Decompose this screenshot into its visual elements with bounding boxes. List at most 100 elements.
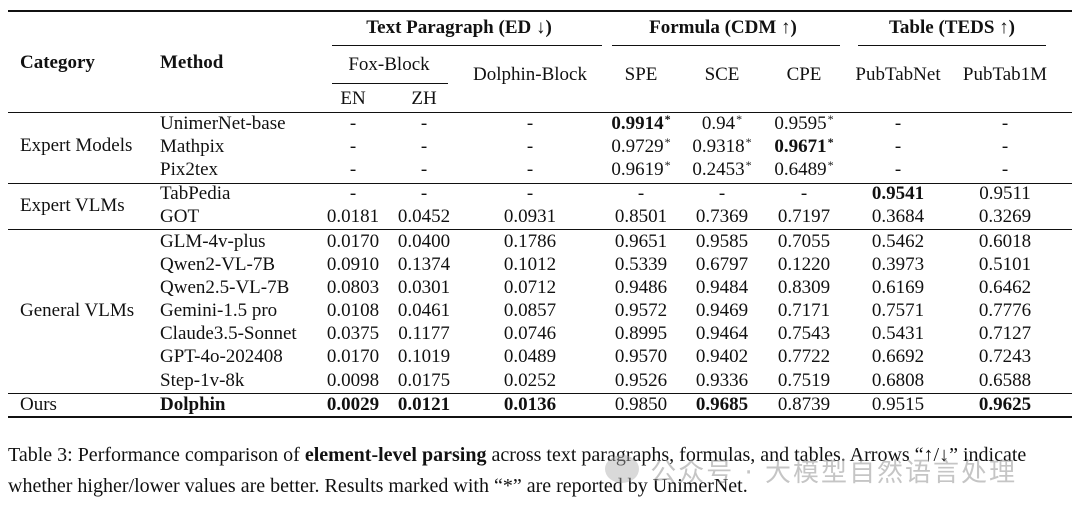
table-cell: 0.7197 — [777, 206, 831, 227]
table-cell: 0.9469 — [695, 300, 749, 321]
table-cell: 0.9526 — [614, 370, 668, 391]
general-vlms-rule — [8, 229, 1072, 230]
text-group-underline — [332, 45, 602, 46]
table-cell: 0.9402 — [695, 346, 749, 367]
table-cell: 0.7243 — [978, 346, 1032, 367]
table-cell: 0.9671* — [774, 135, 834, 157]
asterisk-mark: * — [827, 135, 834, 149]
table-cell: 0.0461 — [397, 300, 451, 321]
table-cell: 0.6169 — [871, 277, 925, 298]
asterisk-mark: * — [736, 112, 743, 126]
table-cell: - — [526, 159, 534, 180]
table-cell: - — [349, 159, 357, 180]
table-cell: - — [800, 183, 808, 204]
table-cell: 0.5339 — [614, 254, 668, 275]
table-cell: 0.9515 — [871, 394, 925, 415]
header-sce: SCE — [704, 64, 740, 85]
watermark-text: 公众号 · 大模型自然语言处理 — [650, 458, 1018, 488]
row-method: GOT — [160, 206, 200, 227]
header-zh: ZH — [411, 88, 437, 109]
table-cell: - — [637, 183, 645, 204]
row-method: Dolphin — [160, 394, 226, 415]
asterisk-mark: * — [745, 158, 752, 172]
table-cell: 0.9585 — [695, 231, 749, 252]
table-cell: 0.7519 — [777, 370, 831, 391]
header-en: EN — [340, 88, 366, 109]
table-cell: 0.6018 — [978, 231, 1032, 252]
table-cell: 0.7722 — [777, 346, 831, 367]
table-cell: 0.94* — [701, 112, 743, 134]
header-group-text: Text Paragraph (ED ↓) — [366, 17, 552, 38]
table-cell: 0.9651 — [614, 231, 668, 252]
table-cell: 0.9541 — [871, 183, 925, 204]
row-method: Step-1v-8k — [160, 370, 245, 391]
table-cell: 0.6797 — [695, 254, 749, 275]
header-cpe: CPE — [786, 64, 822, 85]
table-cell: 0.1374 — [397, 254, 451, 275]
header-category: Category — [20, 52, 95, 73]
header-spe: SPE — [624, 64, 658, 85]
asterisk-mark: * — [664, 112, 671, 126]
table-cell: 0.1019 — [397, 346, 451, 367]
table-cell: 0.0175 — [397, 370, 451, 391]
table-cell: 0.7127 — [978, 323, 1032, 344]
table-cell: 0.0121 — [397, 394, 451, 415]
table-cell: 0.0098 — [326, 370, 380, 391]
table-cell: 0.5101 — [978, 254, 1032, 275]
table-cell: 0.0452 — [397, 206, 451, 227]
table-cell: - — [526, 136, 534, 157]
table-cell: 0.9850 — [614, 394, 668, 415]
table-cell: - — [349, 113, 357, 134]
ours-rule — [8, 393, 1072, 394]
table-cell: 0.0136 — [503, 394, 557, 415]
table-cell: 0.6692 — [871, 346, 925, 367]
table-cell: 0.7055 — [777, 231, 831, 252]
table-cell: - — [1001, 113, 1009, 134]
table-cell: 0.0489 — [503, 346, 557, 367]
table-cell: 0.9625 — [978, 394, 1032, 415]
table-cell: 0.6588 — [978, 370, 1032, 391]
category-general-vlms: General VLMs — [20, 300, 135, 321]
table-cell: 0.0108 — [326, 300, 380, 321]
table-cell: 0.0931 — [503, 206, 557, 227]
table-cell: 0.0857 — [503, 300, 557, 321]
row-method: Qwen2-VL-7B — [160, 254, 276, 275]
table-cell: 0.0712 — [503, 277, 557, 298]
table-cell: 0.6808 — [871, 370, 925, 391]
table-cell: - — [1001, 136, 1009, 157]
table-cell: 0.9511 — [979, 183, 1031, 204]
table-cell: 0.5431 — [871, 323, 925, 344]
table-cell: 0.0375 — [326, 323, 380, 344]
table-cell: - — [349, 183, 357, 204]
table-cell: 0.8739 — [777, 394, 831, 415]
table-cell: 0.1786 — [503, 231, 557, 252]
table-cell: 0.9729* — [611, 135, 671, 157]
table-cell: 0.9336 — [695, 370, 749, 391]
row-method: Pix2tex — [160, 159, 219, 180]
table-cell: 0.0910 — [326, 254, 380, 275]
table-cell: - — [718, 183, 726, 204]
fox-block-underline — [332, 83, 448, 84]
table-cell: 0.9595* — [774, 112, 834, 134]
table-group-underline — [858, 45, 1046, 46]
table-cell: 0.0029 — [326, 394, 380, 415]
table-cell: 0.9619* — [611, 158, 671, 180]
category-expert-models: Expert Models — [20, 135, 133, 156]
table-cell: 0.0803 — [326, 277, 380, 298]
row-method: GLM-4v-plus — [160, 231, 266, 252]
formula-group-underline — [612, 45, 840, 46]
table-cell: 0.5462 — [871, 231, 925, 252]
header-method: Method — [160, 52, 224, 73]
top-rule — [8, 10, 1072, 12]
table-cell: - — [894, 113, 902, 134]
table-cell: - — [526, 183, 534, 204]
table-cell: 0.7543 — [777, 323, 831, 344]
header-group-table: Table (TEDS ↑) — [889, 17, 1015, 38]
category-expert-vlms: Expert VLMs — [20, 195, 125, 216]
caption-prefix: Table 3: Performance comparison of — [8, 444, 305, 466]
table-caption: Table 3: Performance comparison of eleme… — [8, 440, 1072, 502]
asterisk-mark: * — [664, 158, 671, 172]
table-cell: 0.0170 — [326, 346, 380, 367]
bottom-rule — [8, 416, 1072, 418]
row-method: GPT-4o-202408 — [160, 346, 283, 367]
